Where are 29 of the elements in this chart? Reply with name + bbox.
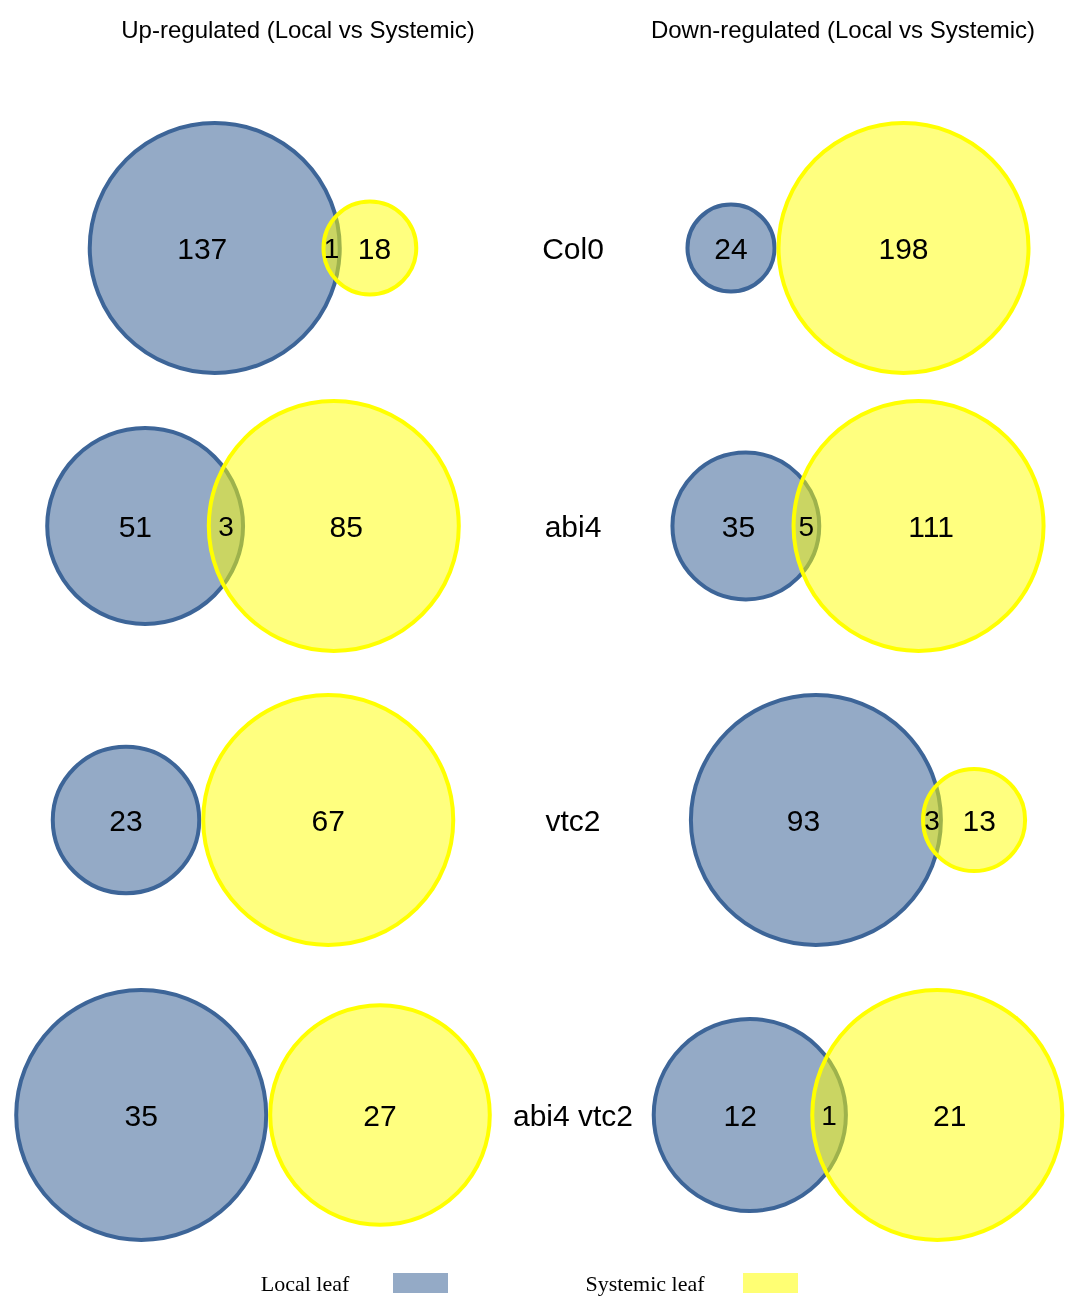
data-label: 85 xyxy=(329,509,363,543)
data-label: 137 xyxy=(177,231,228,265)
data-label: 27 xyxy=(363,1098,397,1132)
category-label: abi4 vtc2 xyxy=(512,1098,634,1132)
data-label: 18 xyxy=(357,231,392,265)
data-label: 13 xyxy=(962,803,996,837)
data-label: 111 xyxy=(908,509,954,543)
data-label: 1 xyxy=(821,1099,837,1131)
legend-label: Local leaf xyxy=(260,1270,350,1296)
text: Up-regulated (Local vs Systemic) xyxy=(121,16,475,43)
data-label: 24 xyxy=(714,231,748,265)
data-label: 23 xyxy=(109,803,143,837)
data-label: 198 xyxy=(878,231,929,265)
data-label: 93 xyxy=(786,803,821,837)
data-label: 12 xyxy=(723,1098,757,1132)
category-label: vtc2 xyxy=(545,803,601,837)
data-label: 21 xyxy=(933,1098,967,1132)
text: Down-regulated (Local vs Systemic) xyxy=(650,16,1036,43)
data-label: 67 xyxy=(311,803,345,837)
data-label: 35 xyxy=(124,1098,158,1132)
category-label: Col0 xyxy=(542,231,604,265)
data-label: 51 xyxy=(118,509,153,543)
category-label: abi4 xyxy=(544,509,602,543)
data-label: 35 xyxy=(721,509,756,543)
data-label: 3 xyxy=(924,804,940,836)
data-label: 5 xyxy=(798,510,815,542)
data-label: 1 xyxy=(323,232,340,264)
legend-label: Systemic leaf xyxy=(585,1270,706,1296)
data-label: 3 xyxy=(218,510,234,542)
